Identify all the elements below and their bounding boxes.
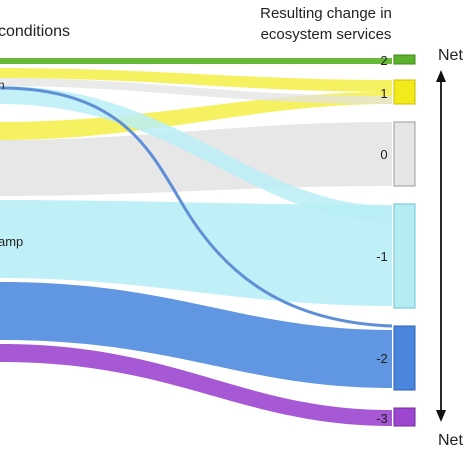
flow-grey-to-0 [0, 122, 392, 196]
flow-purple-to-minus3 [0, 344, 392, 426]
change-nodes [393, 54, 416, 427]
level-label: 0 [380, 147, 387, 162]
level-label: -2 [376, 351, 388, 366]
level-label: -3 [376, 411, 388, 426]
flow-yellow-to-1 [0, 92, 392, 140]
arrow-up-icon [436, 70, 446, 82]
node-minus1 [393, 203, 416, 309]
change-level-labels: 2 1 0 -1 -2 -3 [376, 53, 388, 426]
right-header-line1: Resulting change in [260, 5, 392, 22]
level-label: 1 [380, 86, 387, 101]
flow-green-to-2 [0, 58, 392, 64]
net-bottom-label: Net [438, 432, 463, 449]
node-plus1 [393, 79, 416, 105]
net-change-arrow [436, 70, 446, 422]
flow-yellow-to-1b [0, 68, 392, 92]
flow-lightblue-crossing [0, 86, 392, 222]
node-minus3 [393, 407, 416, 427]
flows [0, 58, 393, 426]
node-minus2 [393, 325, 416, 391]
node-plus2 [393, 54, 416, 65]
flow-blue-to-minus2 [0, 282, 392, 388]
flow-lightblue-to-minus1 [0, 200, 392, 306]
left-label-fragment: n [0, 78, 5, 92]
flow-blue-line [0, 86, 393, 328]
flow-grey-upper [0, 78, 392, 104]
right-header-line2: ecosystem services [261, 26, 392, 43]
arrow-down-icon [436, 410, 446, 422]
level-label: 2 [380, 53, 387, 68]
node-zero [393, 121, 416, 187]
level-label: -1 [376, 249, 388, 264]
left-header: conditions [0, 23, 70, 40]
net-top-label: Net [438, 47, 463, 64]
left-label-fragment: amp [0, 234, 23, 249]
